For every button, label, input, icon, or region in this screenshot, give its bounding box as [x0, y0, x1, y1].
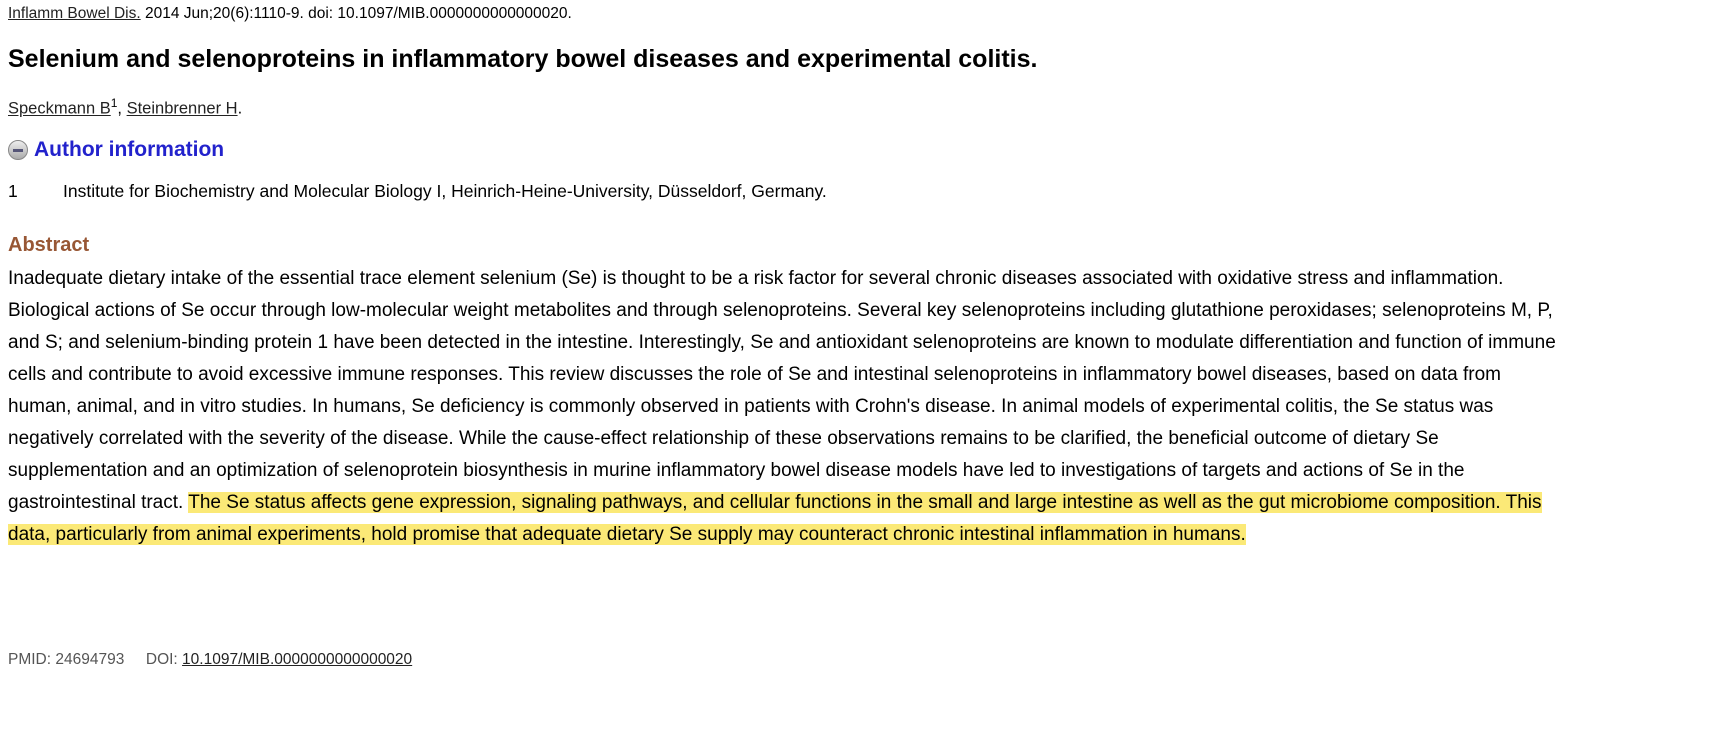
identifiers: PMID: 24694793 DOI: 10.1097/MIB.00000000…	[8, 651, 412, 669]
author-information-toggle[interactable]: Author information	[8, 138, 224, 162]
pmid: PMID: 24694793	[8, 651, 125, 668]
affiliation-text: Institute for Biochemistry and Molecular…	[63, 181, 827, 201]
author-link[interactable]: Steinbrenner H	[126, 99, 238, 118]
author-information-label: Author information	[34, 138, 225, 161]
author-list: Speckmann B1, Steinbrenner H.	[8, 96, 243, 118]
citation: Inflamm Bowel Dis. 2014 Jun;20(6):1110-9…	[8, 5, 572, 23]
journal-link[interactable]: Inflamm Bowel Dis.	[8, 5, 141, 22]
affiliation: 1 Institute for Biochemistry and Molecula…	[8, 181, 827, 202]
highlighted-text: The Se status affects gene expression, s…	[8, 492, 1542, 545]
citation-details: 2014 Jun;20(6):1110-9. doi: 10.1097/MIB.…	[140, 5, 572, 22]
affiliation-ref: 1	[110, 96, 118, 110]
abstract-text: Inadequate dietary intake of the essenti…	[8, 263, 1568, 551]
article-title: Selenium and selenoproteins in inflammat…	[8, 45, 1038, 73]
abstract-body: Inadequate dietary intake of the essenti…	[8, 268, 1556, 513]
abstract-heading: Abstract	[8, 234, 90, 256]
doi-link[interactable]: 10.1097/MIB.0000000000000020	[182, 651, 413, 668]
affiliation-number: 1	[8, 181, 18, 201]
collapse-icon[interactable]	[8, 140, 28, 160]
doi-label: DOI:	[145, 651, 183, 668]
author-link[interactable]: Speckmann B	[8, 99, 111, 118]
